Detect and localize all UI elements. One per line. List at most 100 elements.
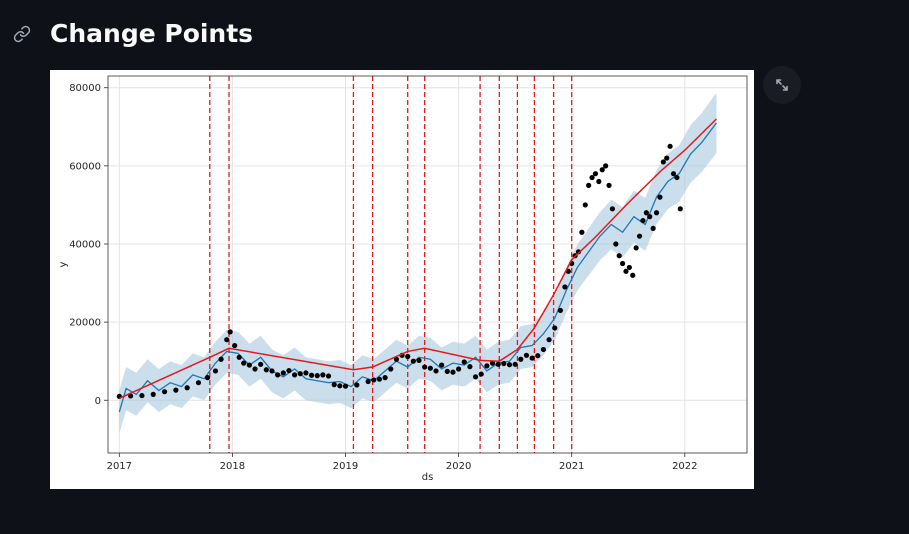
observed-point	[365, 378, 371, 385]
x-axis-label: ds	[422, 472, 434, 483]
observed-point	[626, 264, 632, 271]
observed-point	[512, 361, 518, 367]
observed-point	[236, 354, 242, 360]
observed-point	[670, 171, 677, 177]
observed-point	[269, 368, 275, 374]
observed-point	[606, 182, 612, 188]
x-tick-label: 2019	[333, 461, 358, 472]
observed-point	[599, 167, 605, 173]
uncertainty-band	[119, 92, 717, 434]
x-tick-label: 2020	[446, 461, 471, 472]
observed-point	[433, 368, 439, 374]
observed-point	[439, 362, 445, 368]
observed-point	[416, 357, 422, 364]
observed-point	[422, 364, 428, 370]
observed-point	[596, 178, 602, 185]
x-tick-label: 2018	[220, 461, 245, 472]
observed-point	[204, 375, 211, 381]
y-tick-label: 0	[95, 396, 101, 407]
observed-point	[128, 393, 134, 399]
observed-point	[258, 361, 264, 367]
observed-point	[427, 365, 433, 371]
chart-figure: 2017 2018 2019 2020 2021 2022 0 20000 40000 60000…	[50, 70, 754, 489]
observed-point	[546, 337, 552, 343]
trend-line	[119, 118, 717, 399]
observed-point	[643, 210, 649, 216]
observed-point	[562, 284, 568, 290]
observed-point	[218, 356, 224, 362]
y-tick-label: 40000	[69, 239, 101, 250]
observed-point	[150, 391, 156, 397]
observed-point	[297, 371, 303, 377]
observed-point	[603, 163, 609, 169]
observed-point	[540, 346, 547, 353]
fullscreen-expand-icon	[776, 79, 788, 91]
observed-point	[579, 229, 585, 235]
observed-point	[320, 372, 326, 378]
observed-point	[275, 372, 281, 378]
observed-point	[657, 194, 663, 200]
observed-point	[232, 342, 238, 349]
observed-point	[224, 337, 230, 343]
fullscreen-button[interactable]	[763, 66, 801, 104]
observed-point	[241, 360, 247, 366]
observed-point	[354, 382, 360, 388]
observed-point	[393, 356, 399, 362]
observed-point	[633, 245, 639, 251]
observed-point	[280, 370, 286, 376]
observed-point	[489, 360, 496, 366]
observed-point	[371, 377, 377, 383]
observed-point	[410, 358, 416, 364]
x-tick-label: 2021	[559, 461, 584, 472]
observed-point	[467, 364, 473, 370]
observed-point	[246, 362, 252, 368]
observed-point	[529, 355, 535, 361]
observed-point	[623, 268, 629, 274]
observed-point	[592, 171, 599, 177]
observed-point	[484, 363, 490, 369]
observed-point	[582, 202, 588, 208]
observed-point	[325, 373, 332, 379]
observed-point	[667, 143, 673, 149]
observed-point	[444, 368, 450, 374]
observed-point	[376, 376, 383, 382]
observed-point	[342, 383, 349, 389]
observed-point	[472, 374, 479, 380]
observed-point	[674, 174, 680, 181]
observed-point	[461, 359, 467, 365]
changepoint-chart: 2017 2018 2019 2020 2021 2022 0 20000 40000 60000…	[58, 75, 748, 483]
observed-point	[252, 366, 258, 372]
y-tick-label: 20000	[69, 318, 101, 329]
observed-point	[589, 174, 595, 181]
observed-point	[518, 356, 524, 362]
observed-point	[506, 362, 513, 368]
plot-frame	[107, 75, 748, 454]
observed-point	[456, 366, 462, 372]
observed-point	[314, 373, 320, 379]
observed-point	[308, 372, 315, 378]
observed-point	[212, 368, 219, 374]
observed-point	[523, 352, 530, 358]
observed-point	[331, 382, 337, 388]
observed-point	[616, 253, 622, 259]
observed-point	[161, 389, 168, 395]
observed-point	[653, 210, 660, 216]
page-title: Change Points	[50, 19, 254, 48]
observed-point	[227, 329, 233, 335]
observed-point	[660, 159, 666, 165]
observed-point	[450, 369, 456, 375]
x-tick-label: 2022	[672, 461, 697, 472]
observed-point	[650, 225, 656, 231]
observed-point	[184, 385, 190, 391]
observed-point	[613, 241, 619, 247]
anchor-link-button[interactable]	[6, 18, 38, 50]
x-tick-label: 2017	[107, 461, 132, 472]
observed-point	[535, 353, 541, 359]
observed-point	[495, 361, 501, 367]
observed-point	[636, 233, 643, 239]
observed-point	[382, 375, 388, 381]
observed-point	[575, 249, 582, 255]
observed-point	[586, 182, 592, 188]
link-icon	[13, 25, 31, 43]
observed-point	[286, 367, 292, 374]
